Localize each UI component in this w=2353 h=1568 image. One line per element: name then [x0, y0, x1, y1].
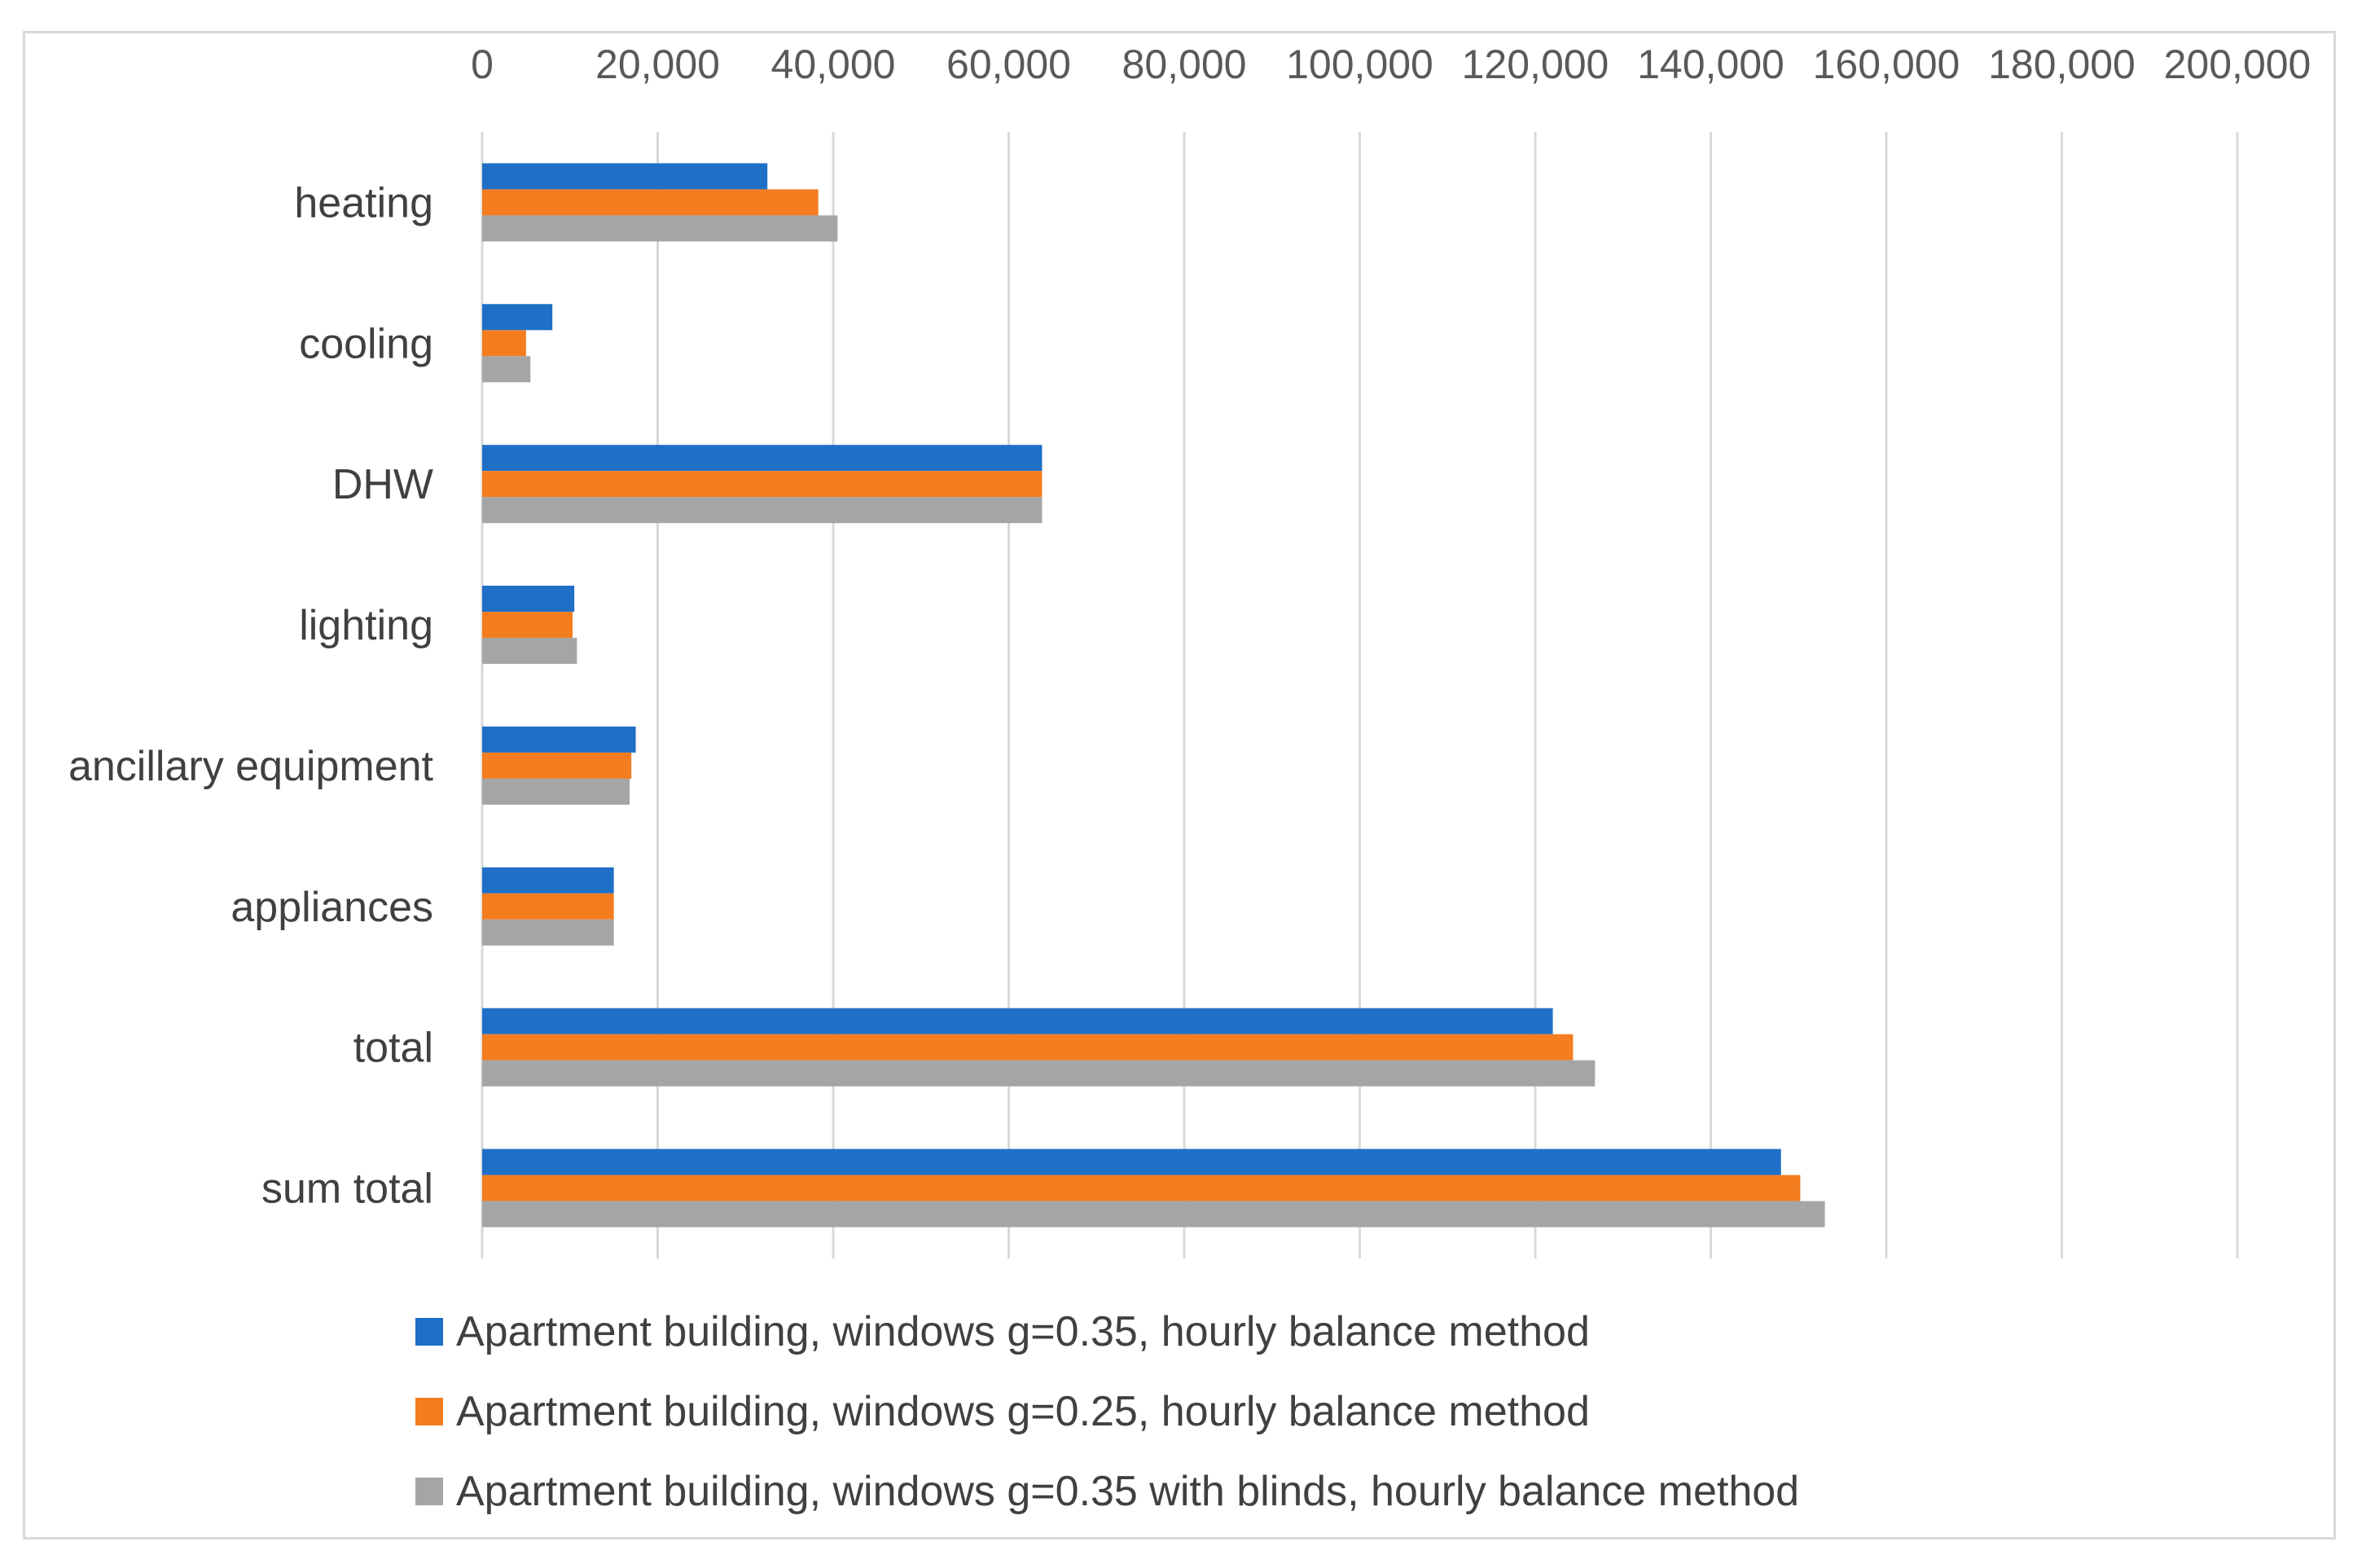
bar	[482, 752, 632, 779]
x-tick-label: 120,000	[1462, 42, 1609, 87]
category-label: ancillary equipment	[68, 743, 434, 790]
bar	[482, 867, 614, 894]
bar	[482, 1175, 1801, 1201]
bar	[482, 215, 838, 242]
x-tick-label: 0	[471, 42, 494, 87]
bar	[482, 330, 526, 357]
category-label: cooling	[299, 320, 433, 367]
x-tick-label: 160,000	[1813, 42, 1960, 87]
x-tick-label: 80,000	[1122, 42, 1247, 87]
bar	[482, 726, 636, 753]
legend: Apartment building, windows g=0.35, hour…	[415, 1308, 1799, 1515]
x-tick-label: 20,000	[595, 42, 720, 87]
category-labels: heating cooling DHW lighting ancillary equip…	[68, 179, 434, 1212]
bar	[482, 304, 553, 331]
x-tick-label: 100,000	[1286, 42, 1433, 87]
x-tick-label: 200,000	[2164, 42, 2311, 87]
category-label: DHW	[332, 461, 433, 508]
bar	[482, 1201, 1825, 1228]
bar	[482, 445, 1043, 472]
category-label: total	[353, 1025, 433, 1072]
category-label: lighting	[299, 602, 433, 649]
bar	[482, 586, 575, 613]
bar	[482, 163, 768, 190]
legend-entry: Apartment building, windows g=0.25, hour…	[456, 1388, 1590, 1435]
bar	[482, 612, 573, 639]
x-tick-label: 60,000	[946, 42, 1071, 87]
category-label: sum total	[261, 1166, 433, 1213]
chart-frame	[23, 31, 2336, 1539]
category-label: heating	[294, 179, 433, 226]
legend-swatch	[415, 1478, 443, 1505]
x-tick-label: 40,000	[771, 42, 896, 87]
legend-swatch	[415, 1318, 443, 1346]
bar	[482, 189, 819, 216]
x-axis-ticks: 0 20,000 40,000 60,000 80,000 100,000 120,000 1…	[471, 42, 2311, 87]
x-tick-label: 140,000	[1637, 42, 1785, 87]
bar	[482, 1008, 1553, 1034]
bar	[482, 919, 614, 946]
bar	[482, 893, 614, 920]
bar	[482, 638, 577, 665]
bar	[482, 497, 1043, 524]
legend-entry: Apartment building, windows g=0.35 with …	[456, 1468, 1799, 1515]
bar	[482, 1060, 1596, 1087]
bar	[482, 778, 630, 805]
gridlines	[481, 132, 2239, 1258]
legend-entry: Apartment building, windows g=0.35, hour…	[456, 1308, 1590, 1355]
x-tick-label: 180,000	[1988, 42, 2136, 87]
bar	[482, 1034, 1574, 1061]
bar	[482, 471, 1043, 498]
legend-swatch	[415, 1398, 443, 1425]
bar	[482, 356, 531, 383]
bars	[482, 163, 1825, 1228]
bar	[482, 1149, 1781, 1175]
category-label: appliances	[230, 884, 433, 931]
